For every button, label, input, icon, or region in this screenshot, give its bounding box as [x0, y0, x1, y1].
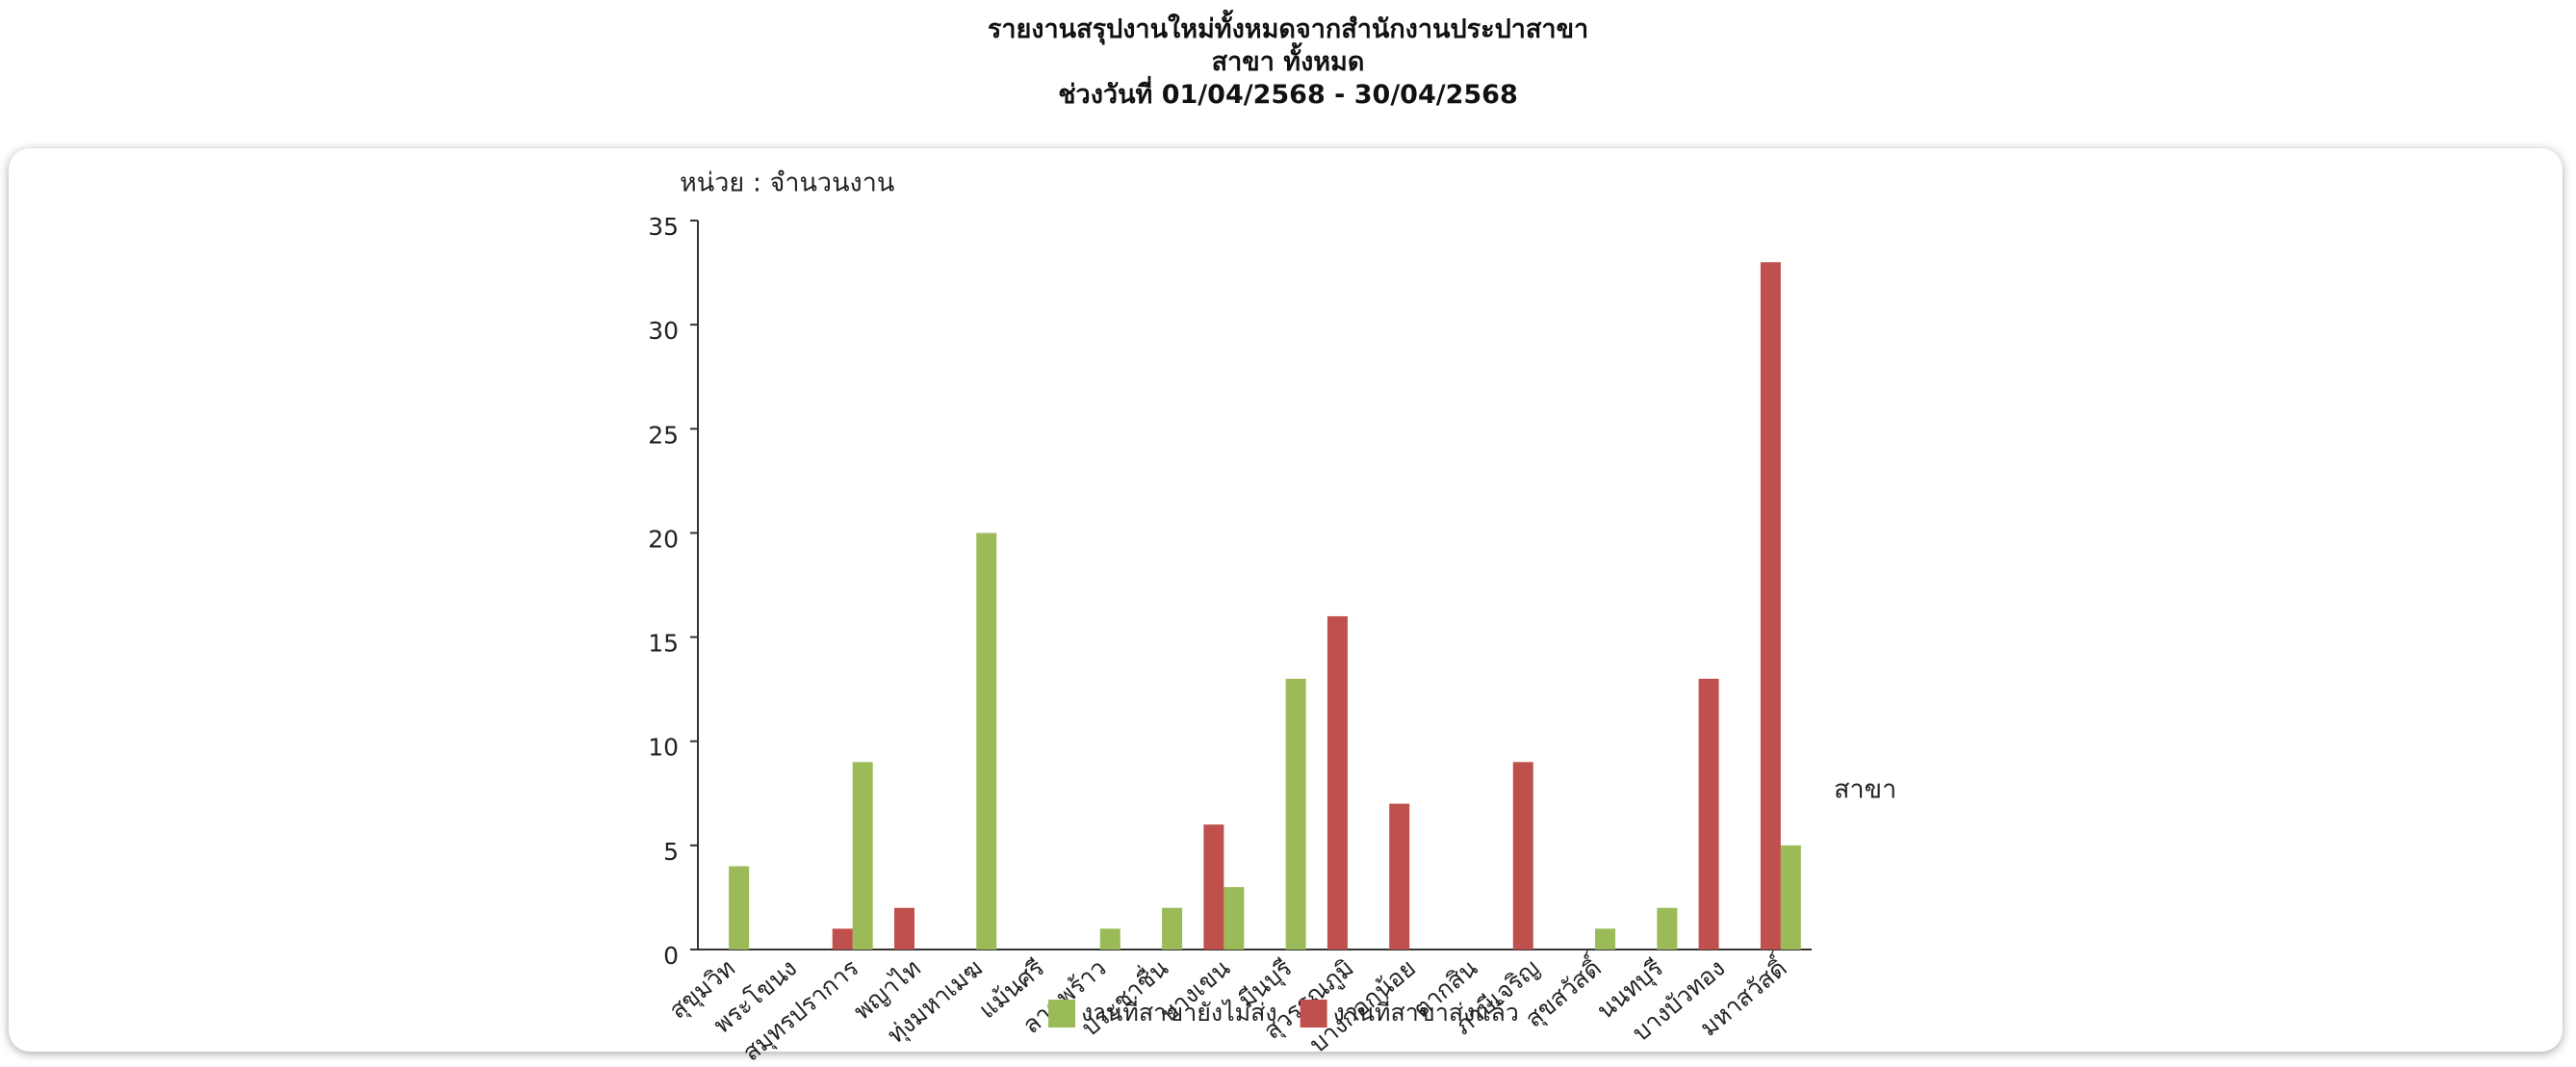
x-axis-label: สาขา: [1834, 775, 1896, 805]
bar: [1099, 928, 1121, 950]
legend-swatch: [1300, 1000, 1327, 1028]
y-tick-label: 30: [648, 317, 679, 345]
bar: [852, 762, 873, 950]
bar: [1285, 678, 1306, 950]
bar: [1657, 907, 1678, 950]
y-tick-label: 20: [648, 525, 679, 553]
chart-card: [9, 148, 2563, 1052]
titles: รายงานสรุปงานใหม่ทั้งหมดจากสำนักงานประปา…: [0, 13, 2576, 112]
title-line: รายงานสรุปงานใหม่ทั้งหมดจากสำนักงานประปา…: [987, 14, 1589, 44]
bar: [976, 533, 997, 950]
bar: [1162, 907, 1183, 950]
y-tick-label: 15: [648, 630, 679, 658]
y-axis-label: หน่วย : จำนวนงาน: [680, 169, 894, 198]
legend-label: งานที่สาขาส่งแล้ว: [1333, 996, 1519, 1027]
y-tick-label: 0: [663, 942, 679, 970]
bar: [893, 907, 914, 950]
title-line: ช่วงวันที่ 01/04/2568 - 30/04/2568: [1058, 80, 1518, 110]
legend-swatch: [1048, 1000, 1075, 1028]
bar: [1595, 928, 1616, 950]
y-tick-label: 10: [648, 734, 679, 762]
bar: [1780, 845, 1801, 950]
bar: [1760, 262, 1781, 950]
bar: [1203, 824, 1224, 950]
y-tick-label: 35: [648, 213, 679, 241]
legend-label: งานที่สาขายังไม่ส่ง: [1081, 996, 1277, 1027]
title-line: สาขา ทั้งหมด: [1211, 47, 1365, 77]
y-tick-label: 5: [663, 838, 679, 866]
bar: [1389, 803, 1410, 950]
bar: [1224, 887, 1245, 950]
bar: [1327, 615, 1348, 950]
bar: [1698, 678, 1719, 950]
y-tick-label: 25: [648, 421, 679, 449]
bar: [729, 866, 750, 950]
bar: [1512, 762, 1533, 950]
bar: [832, 928, 853, 950]
